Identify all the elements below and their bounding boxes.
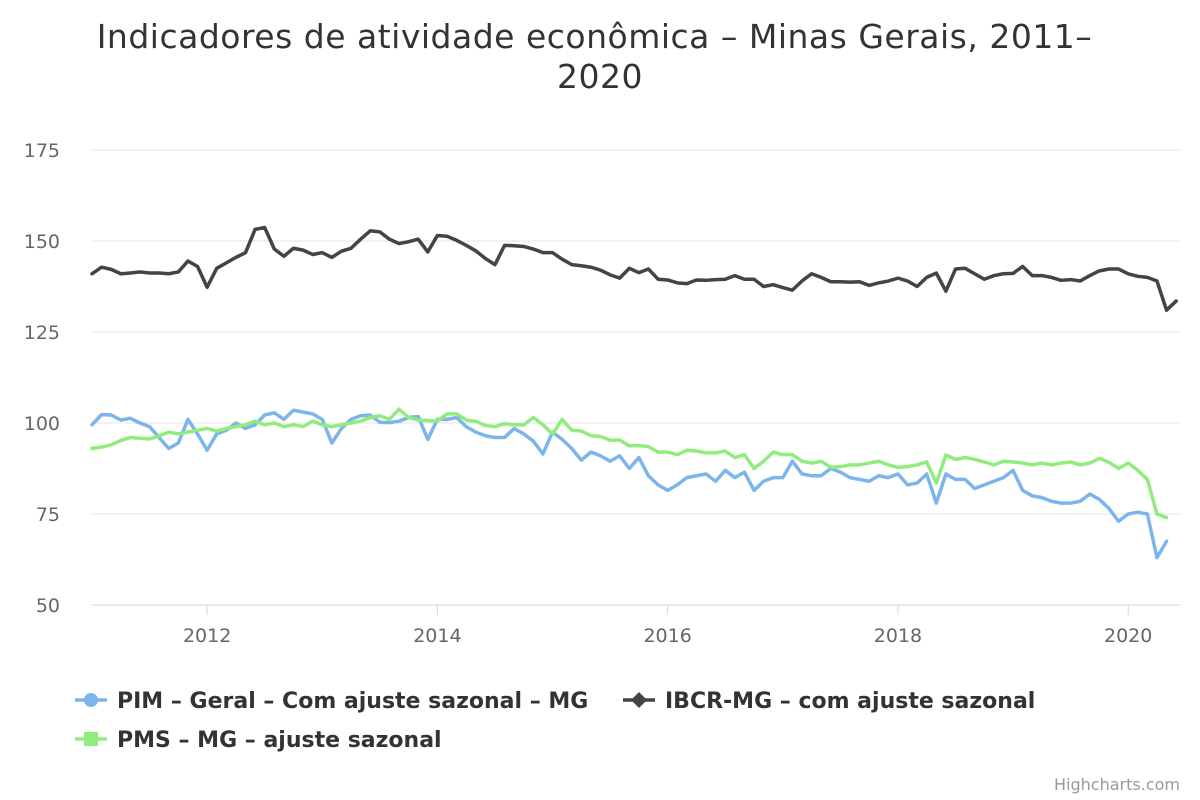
chart-title: Indicadores de atividade econômica – Min…: [97, 17, 1104, 96]
legend-item-0[interactable]: PIM – Geral – Com ajuste sazonal – MG: [75, 689, 588, 714]
legend-label: PIM – Geral – Com ajuste sazonal – MG: [117, 689, 588, 714]
x-tick-label: 2020: [1104, 625, 1152, 647]
y-tick-label: 175: [24, 140, 60, 162]
credits-link[interactable]: Highcharts.com: [1054, 775, 1180, 794]
y-tick-label: 75: [36, 504, 60, 526]
y-axis-labels: 50 75 100 125 150 175: [24, 140, 60, 617]
legend-diamond-marker: [631, 692, 647, 708]
x-axis-labels: 2012 2014 2016 2018 2020: [183, 625, 1152, 647]
legend-square-marker: [84, 732, 98, 746]
legend-item-1[interactable]: IBCR-MG – com ajuste sazonal: [623, 689, 1035, 714]
legend-item-2[interactable]: PMS – MG – ajuste sazonal: [75, 728, 442, 753]
series-line-1[interactable]: [90, 225, 1178, 312]
y-tick-label: 150: [24, 231, 60, 253]
y-tick-label: 100: [24, 413, 60, 435]
legend: PIM – Geral – Com ajuste sazonal – MG IBC…: [75, 689, 1035, 753]
series-line-0[interactable]: [90, 408, 1169, 560]
plot-area: [90, 225, 1178, 560]
legend-label: PMS – MG – ajuste sazonal: [117, 728, 442, 753]
chart-title-line-2: 2020: [557, 57, 643, 96]
x-tick-label: 2016: [643, 625, 691, 647]
series-line-2[interactable]: [90, 407, 1169, 520]
x-tick-label: 2018: [874, 625, 922, 647]
y-tick-label: 125: [24, 322, 60, 344]
y-tick-label: 50: [36, 595, 60, 617]
x-tick-label: 2012: [183, 625, 231, 647]
legend-label: IBCR-MG – com ajuste sazonal: [665, 689, 1035, 714]
chart-title-line-1: Indicadores de atividade econômica – Min…: [97, 17, 1093, 56]
x-tick-label: 2014: [413, 625, 461, 647]
x-axis: [92, 604, 1180, 615]
legend-circle-marker: [84, 693, 98, 707]
